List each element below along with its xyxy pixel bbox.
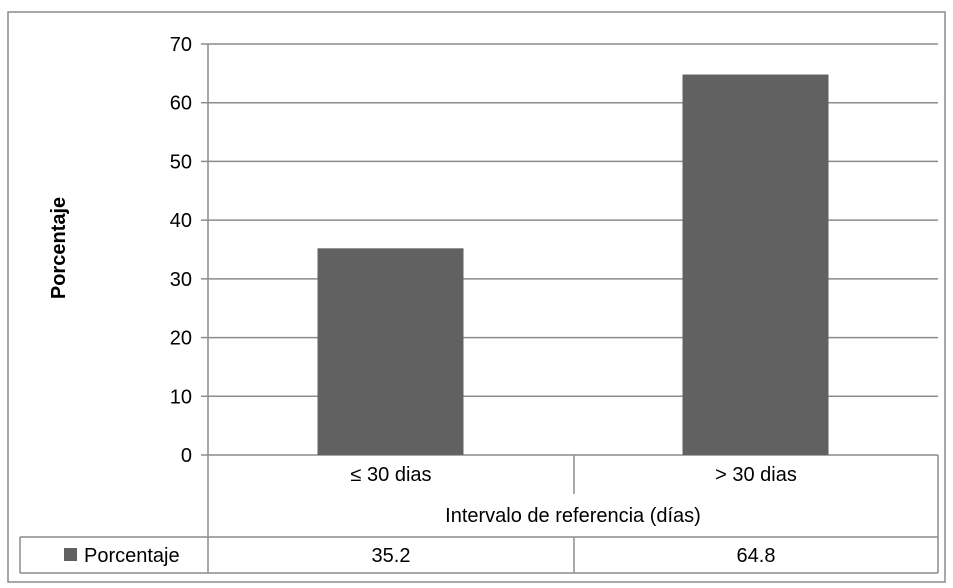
- data-table-row-label: Porcentaje: [84, 545, 180, 567]
- y-tick-label: 70: [170, 34, 192, 56]
- category-label: ≤ 30 dias: [350, 464, 431, 486]
- bar: [317, 248, 464, 455]
- bar: [682, 74, 829, 455]
- y-tick-label: 30: [170, 269, 192, 291]
- y-axis-title: Porcentaje: [48, 197, 70, 299]
- bars: [317, 74, 829, 455]
- y-axis-ticks: 0 10 20 30 40 50 60 70: [170, 34, 208, 467]
- x-axis-title: Intervalo de referencia (días): [445, 505, 701, 527]
- y-tick-label: 20: [170, 328, 192, 350]
- data-table-value: 64.8: [737, 545, 776, 567]
- category-label: > 30 dias: [715, 464, 797, 486]
- y-tick-label: 60: [170, 93, 192, 115]
- y-tick-label: 50: [170, 151, 192, 173]
- category-table-lines: [19, 455, 939, 574]
- y-tick-label: 10: [170, 386, 192, 408]
- y-tick-label: 0: [181, 445, 192, 467]
- legend-key: [64, 548, 77, 561]
- data-table-value: 35.2: [372, 545, 411, 567]
- y-tick-label: 40: [170, 210, 192, 232]
